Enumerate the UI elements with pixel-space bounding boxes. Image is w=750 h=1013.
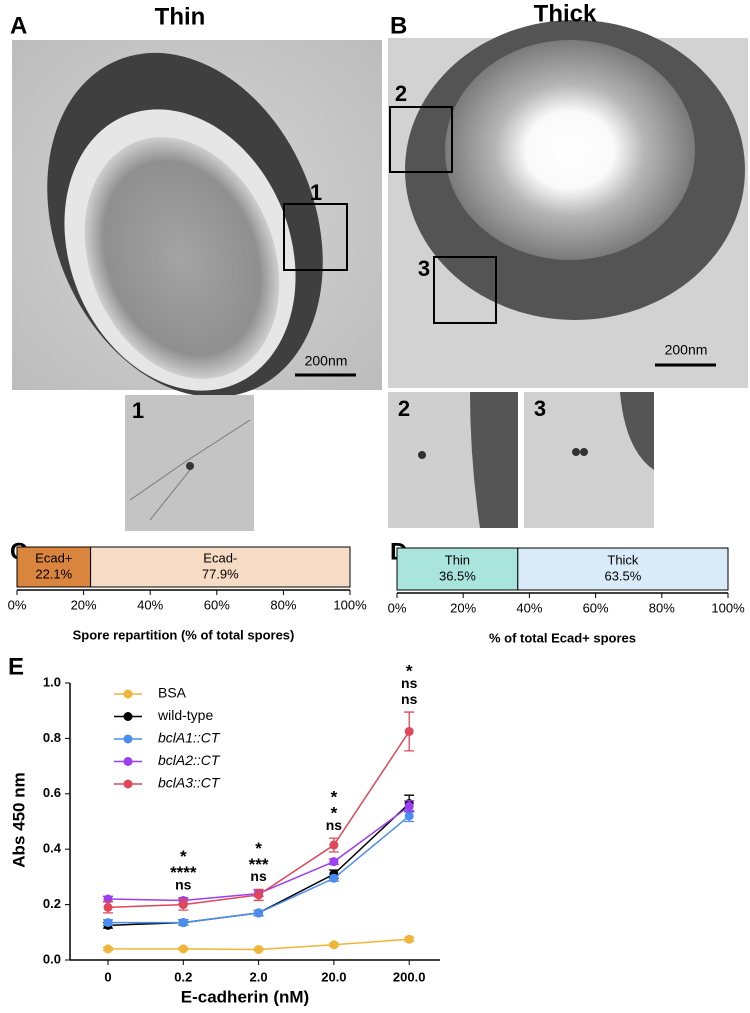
zoom-box [389,106,453,173]
x-tick-label: 60% [583,600,609,615]
value-label: 77.9% [202,566,239,581]
inset-label: 3 [534,396,546,421]
x-tick-label: 80% [270,597,296,612]
x-tick-label: 40% [137,597,163,612]
x-tick-label: 0 [104,969,111,984]
y-tick-label: 1.0 [43,674,61,689]
significance-label: ns [401,675,418,691]
x-tick-label: 20% [71,597,97,612]
significance-label: * [180,847,187,866]
significance-label: ns [175,876,192,892]
y-tick-label: 0.0 [43,951,61,966]
legend-marker [123,712,133,721]
data-point [254,908,264,918]
significance-label: *** [249,855,269,874]
data-point [103,944,113,954]
significance-label: * [331,804,338,823]
zoom-box [283,203,348,271]
panel-letter: E [8,653,24,680]
scale-label: 200nm [305,353,348,369]
value-label: 22.1% [35,566,72,581]
value-label: 63.5% [604,568,641,583]
x-tick-label: 20.0 [321,969,346,984]
y-tick-label: 0.4 [43,841,62,856]
box-label: 2 [395,81,407,106]
panel-letter: A [10,12,27,39]
segment-name: Ecad+ [35,550,72,565]
x-axis-label: % of total Ecad+ spores [489,630,636,645]
inset-label: 1 [132,398,144,423]
bar-segment [16,546,92,588]
data-point [404,726,414,736]
x-tick-label: 0% [8,597,27,612]
data-point [103,902,113,912]
bar-segment [90,546,351,588]
x-tick-label: 200.0 [393,969,426,984]
x-tick-label: 100% [711,600,745,615]
y-tick-label: 0.8 [43,730,61,745]
panel-title: Thick [534,0,597,27]
inset-image [388,392,654,528]
data-point [329,940,339,950]
x-tick-label: 0.2 [174,969,192,984]
x-tick-label: 40% [516,600,542,615]
y-tick-label: 0.2 [43,896,61,911]
significance-label: ns [250,868,267,884]
x-axis-label: Spore repartition (% of total spores) [73,627,295,642]
data-point [254,944,264,954]
inset-image [125,395,254,531]
x-tick-label: 2.0 [250,969,268,984]
y-tick-label: 0.6 [43,785,61,800]
panel-title: Thin [155,3,206,30]
legend-marker [123,734,133,744]
data-point [178,944,188,954]
legend-marker [123,689,133,699]
scale-label: 200nm [665,342,708,358]
significance-label: ns [401,691,418,707]
data-point [178,918,188,928]
x-tick-label: 100% [333,597,367,612]
x-tick-label: 20% [450,600,476,615]
data-point [329,873,339,883]
panel-b-image [388,20,748,388]
legend-marker [123,757,133,766]
y-axis-label: Abs 450 nm [9,772,28,867]
legend-label: bclA2::CT [158,752,221,768]
x-tick-label: 80% [649,600,675,615]
data-point [103,918,113,928]
panel-letter: B [390,12,407,39]
legend-label: wild-type [157,707,213,723]
panel-a-image [12,40,382,398]
value-label: 36.5% [439,568,476,583]
inset-label: 2 [398,396,410,421]
significance-label: * [331,788,338,807]
significance-label: **** [170,863,197,882]
significance-label: * [255,839,262,858]
legend-label: bclA1::CT [158,730,221,746]
x-axis-label: E-cadherin (nM) [181,987,309,1006]
data-point [254,890,264,900]
segment-name: Thick [607,552,639,567]
significance-label: ns [326,817,343,833]
x-tick-label: 0% [388,600,407,615]
data-point [404,811,414,821]
significance-label: * [406,662,413,681]
data-point [404,934,414,944]
zoom-box [433,256,497,324]
data-point [329,840,339,850]
x-tick-label: 60% [204,597,230,612]
bar-segment [396,547,519,591]
data-point [178,900,188,910]
data-point [329,857,339,867]
legend-marker [123,779,133,789]
data-point [404,801,414,811]
legend-label: bclA3::CT [158,775,221,791]
bar-segment [517,547,729,591]
box-label: 1 [310,180,322,205]
segment-name: Thin [445,552,470,567]
box-label: 3 [418,256,430,281]
segment-name: Ecad- [203,550,237,565]
legend-label: BSA [158,685,187,701]
